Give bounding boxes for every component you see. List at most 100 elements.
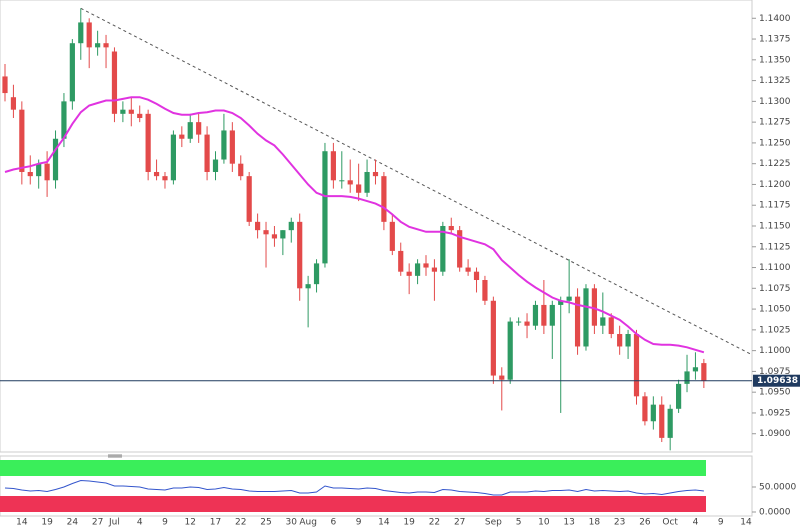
candle-body — [423, 263, 429, 268]
candle-body — [701, 363, 707, 381]
candle-body — [212, 159, 219, 172]
candle-body — [339, 180, 345, 182]
y-tick-label: 1.1375 — [759, 35, 791, 45]
x-tick-label: 13 — [563, 518, 574, 528]
candle-body — [204, 134, 210, 172]
y-tick-label: 1.1300 — [759, 97, 791, 107]
y-tick-label: 1.1400 — [759, 14, 791, 24]
x-tick-label: 22 — [235, 518, 246, 528]
candle-body — [414, 263, 421, 276]
candle-body — [246, 176, 252, 222]
candle-body — [255, 221, 261, 231]
y-tick-label: 0.0000 — [759, 508, 791, 518]
candle-body — [633, 334, 640, 397]
x-tick-label: 14 — [740, 518, 752, 528]
x-tick-label: 14 — [16, 518, 28, 528]
x-tick-label: 30 — [286, 518, 298, 528]
candle-body — [2, 76, 8, 94]
x-tick-label: 5 — [516, 518, 522, 528]
candle-body — [499, 375, 505, 380]
x-tick-label: 24 — [67, 518, 79, 528]
candle-body — [95, 43, 101, 48]
candle-body — [305, 284, 311, 289]
y-tick-label: 1.1075 — [759, 284, 791, 294]
last-price-label: 1.09638 — [757, 376, 798, 386]
x-tick-label: 23 — [614, 518, 625, 528]
y-tick-label: 1.1250 — [759, 138, 791, 148]
candle-body — [297, 221, 303, 289]
y-tick-label: 1.1325 — [759, 76, 791, 86]
candle-body — [558, 300, 564, 305]
candle-body — [364, 171, 370, 193]
candle-body — [120, 109, 126, 114]
x-tick-label: 12 — [185, 518, 196, 528]
x-tick-label: Aug — [299, 518, 317, 528]
candle-body — [61, 101, 67, 139]
candle-body — [280, 230, 286, 239]
candle-body — [659, 404, 665, 438]
x-tick-label: 22 — [429, 518, 440, 528]
y-tick-label: 1.1350 — [759, 55, 791, 65]
candle-body — [608, 317, 614, 335]
candle-body — [516, 321, 522, 323]
candle-body — [69, 43, 75, 102]
candle-body — [676, 383, 682, 409]
candle-body — [617, 334, 623, 347]
candle-body — [86, 22, 92, 48]
candle-body — [566, 296, 572, 301]
x-tick-label: 19 — [41, 518, 53, 528]
candle-body — [187, 122, 193, 139]
indicator-line — [4, 479, 704, 496]
moving-average — [4, 96, 705, 354]
candle-body — [271, 234, 278, 239]
x-tick-label: 9 — [356, 518, 362, 528]
y-tick-label: 1.1150 — [759, 222, 791, 232]
candle-body — [145, 113, 151, 172]
candle-body — [482, 280, 488, 301]
y-tick-label: 1.0975 — [759, 367, 791, 377]
candle-body — [625, 334, 631, 347]
candle-body — [263, 230, 269, 235]
y-tick-label: 1.1100 — [759, 263, 791, 273]
candle-body — [389, 221, 395, 251]
candle-body — [78, 22, 84, 44]
candle-body — [583, 288, 589, 347]
y-tick-label: 1.1000 — [759, 346, 791, 356]
x-tick-label: 27 — [92, 518, 103, 528]
candle-body — [381, 176, 387, 222]
candle-body — [431, 267, 438, 272]
x-tick-label: 9 — [718, 518, 724, 528]
candle-body — [52, 138, 59, 181]
candle-body — [372, 171, 379, 177]
y-tick-label: 1.1225 — [759, 159, 791, 169]
candle-body — [457, 230, 463, 268]
candle-body — [465, 267, 471, 272]
x-tick-label: 26 — [639, 518, 651, 528]
y-tick-label: 50.0000 — [759, 483, 796, 493]
main-pane — [0, 0, 753, 453]
x-tick-label: 10 — [538, 518, 550, 528]
x-tick-label: 19 — [403, 518, 415, 528]
x-tick-label: 4 — [693, 518, 699, 528]
candle-body — [162, 176, 168, 181]
candle-body — [541, 304, 547, 326]
candle-body — [221, 130, 227, 160]
candle-body — [440, 226, 446, 272]
candle-body — [27, 171, 33, 177]
candle-body — [36, 163, 42, 177]
candle-body — [667, 408, 673, 438]
candle-body — [170, 134, 176, 181]
candle-body — [591, 288, 597, 326]
candle-body — [229, 130, 235, 164]
candle-body — [684, 371, 690, 384]
y-tick-label: 1.1200 — [759, 180, 791, 190]
candle-body — [10, 97, 17, 110]
x-tick-label: Jul — [108, 518, 120, 528]
candle-body — [642, 396, 648, 422]
candle-body — [574, 296, 581, 347]
overbought-band — [0, 460, 706, 476]
x-tick-label: 18 — [589, 518, 601, 528]
candle-body — [313, 263, 320, 285]
candle-body — [356, 184, 362, 193]
